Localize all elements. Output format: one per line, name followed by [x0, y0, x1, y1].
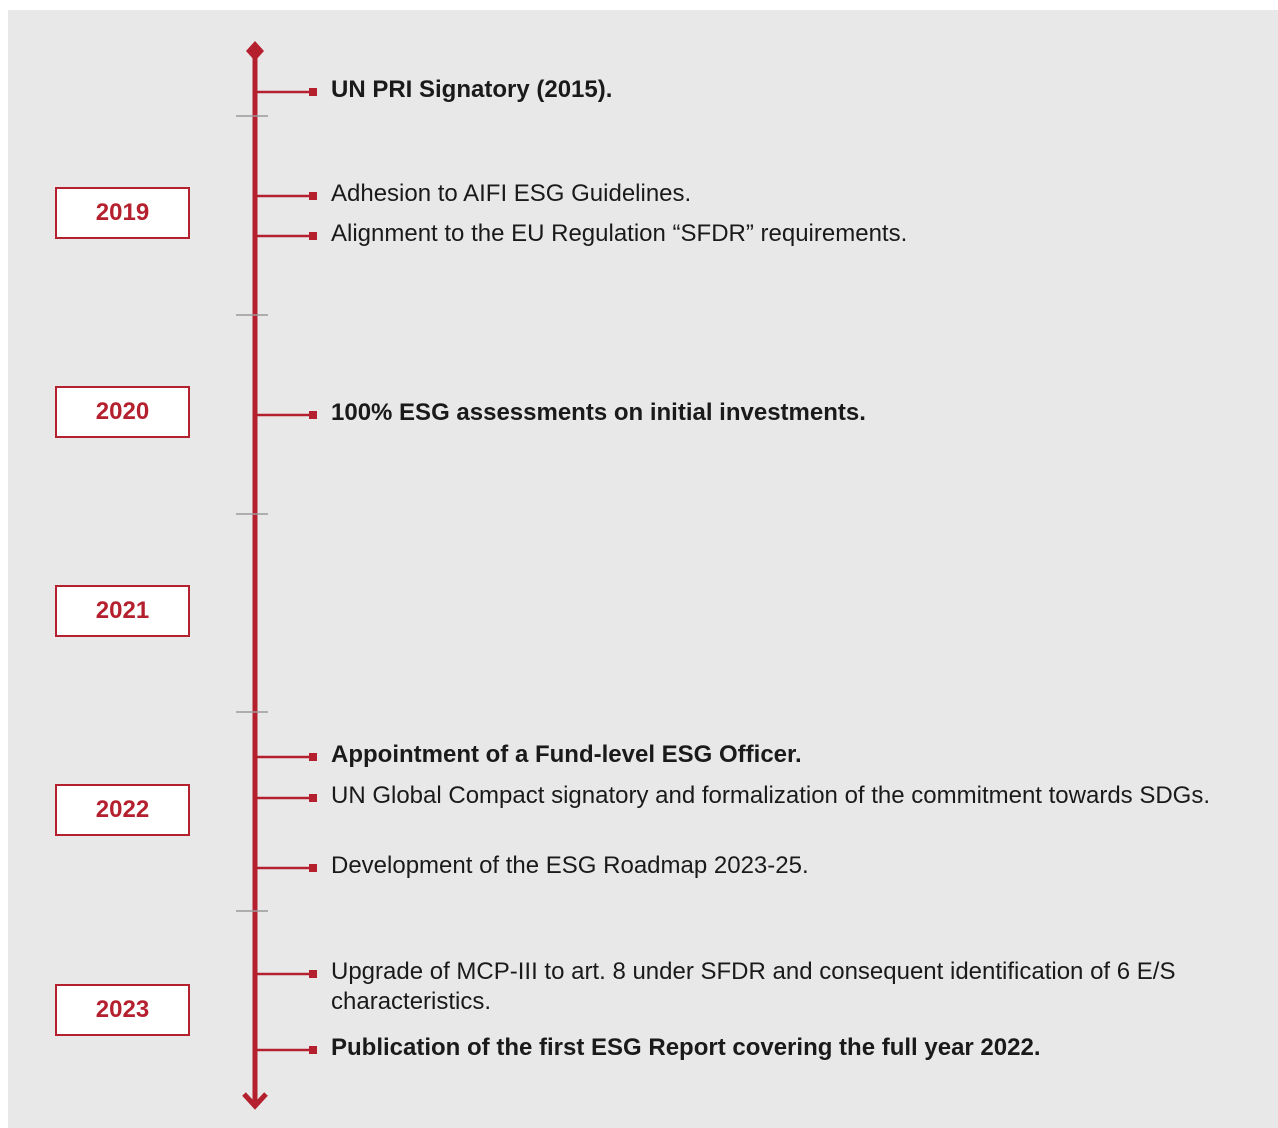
- event-text: Alignment to the EU Regulation “SFDR” re…: [331, 220, 908, 247]
- bullet: [309, 88, 317, 96]
- year-label: 2019: [55, 187, 190, 239]
- bullet: [309, 411, 317, 419]
- year-label: 2021: [55, 585, 190, 637]
- event-text: Development of the ESG Roadmap 2023-25.: [331, 852, 809, 879]
- year-label: 2022: [55, 784, 190, 836]
- bullet: [309, 970, 317, 978]
- axis-arrow: [242, 1092, 268, 1110]
- event-text: Upgrade of MCP-III to art. 8 under SFDR …: [331, 958, 1176, 1015]
- axis-start: [246, 41, 264, 61]
- bullet: [309, 864, 317, 872]
- event-text: UN PRI Signatory (2015).: [331, 76, 613, 103]
- event-text: Appointment of a Fund-level ESG Officer.: [331, 741, 802, 768]
- year-label: 2023: [55, 984, 190, 1036]
- event-text: 100% ESG assessments on initial investme…: [331, 399, 866, 426]
- panel: [8, 10, 1278, 1128]
- event-text: Publication of the first ESG Report cove…: [331, 1034, 1041, 1061]
- bullet: [309, 794, 317, 802]
- year-label: 2020: [55, 386, 190, 438]
- bullet: [309, 232, 317, 240]
- event-text: UN Global Compact signatory and formaliz…: [331, 782, 1211, 809]
- bullet: [309, 753, 317, 761]
- event-text: Adhesion to AIFI ESG Guidelines.: [331, 180, 692, 207]
- bullet: [309, 192, 317, 200]
- bullet: [309, 1046, 317, 1054]
